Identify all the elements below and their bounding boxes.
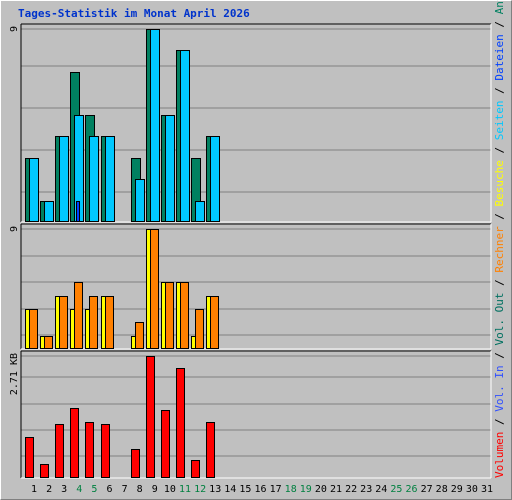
bar-rechner-day-8 [135, 322, 144, 349]
x-tick-label: 14 [224, 484, 236, 495]
legend-item-volumen: Volumen [493, 432, 506, 478]
x-tick-label: 29 [451, 484, 463, 495]
bar-volumen-day-9 [146, 356, 155, 478]
y-max-label-bottom: 2.71 KB [9, 353, 20, 395]
x-tick-label: 31 [481, 484, 493, 495]
bar-rechner-day-5 [89, 296, 98, 349]
bar-rechner-day-13 [210, 296, 219, 349]
bar-volumen-day-6 [101, 424, 110, 478]
bar-dateien-day-10 [165, 115, 175, 222]
x-tick-label: 11 [179, 484, 191, 495]
bar-dateien-day-1 [29, 158, 39, 222]
x-tick-label: 27 [421, 484, 433, 495]
bar-seiten-day-4 [76, 201, 80, 222]
legend-separator: / [493, 412, 506, 432]
x-tick-label: 10 [164, 484, 176, 495]
bar-volumen-day-13 [206, 422, 215, 478]
x-tick-label: 21 [330, 484, 342, 495]
x-tick-label: 30 [466, 484, 478, 495]
x-tick-label: 19 [300, 484, 312, 495]
bar-rechner-day-4 [74, 282, 83, 349]
bar-rechner-day-1 [29, 309, 38, 349]
bar-volumen-day-8 [131, 449, 140, 478]
legend-item-vol-in: Vol. In [493, 365, 506, 411]
bar-volumen-day-11 [176, 368, 185, 478]
x-tick-label: 6 [106, 484, 112, 495]
bar-dateien-day-9 [150, 29, 160, 222]
plot-area-top [21, 24, 491, 222]
x-tick-label: 9 [152, 484, 158, 495]
plot-area-bottom [21, 351, 491, 478]
legend-item-vol-out: Vol. Out [493, 293, 506, 346]
x-tick-label: 13 [209, 484, 221, 495]
x-tick-label: 8 [137, 484, 143, 495]
x-tick-label: 28 [436, 484, 448, 495]
chart-title: Tages-Statistik im Monat April 2026 [18, 7, 250, 20]
x-tick-label: 5 [91, 484, 97, 495]
x-tick-label: 17 [270, 484, 282, 495]
bar-volumen-day-4 [70, 408, 79, 478]
legend-item-besuche: Besuche [493, 160, 506, 206]
bar-dateien-day-8 [135, 179, 145, 222]
x-tick-label: 26 [405, 484, 417, 495]
x-tick-label: 7 [122, 484, 128, 495]
legend-separator: / [493, 140, 506, 160]
bar-dateien-day-12 [195, 201, 205, 222]
bar-volumen-day-3 [55, 424, 64, 478]
bar-dateien-day-2 [44, 201, 54, 222]
x-tick-label: 1 [31, 484, 37, 495]
bar-volumen-day-12 [191, 460, 200, 478]
bar-rechner-day-3 [59, 296, 68, 349]
bar-rechner-day-6 [105, 296, 114, 349]
legend-separator: / [493, 14, 506, 34]
bar-rechner-day-11 [180, 282, 189, 349]
x-tick-label: 2 [46, 484, 52, 495]
x-tick-label: 24 [375, 484, 387, 495]
bar-dateien-day-11 [180, 50, 190, 222]
x-tick-label: 20 [315, 484, 327, 495]
bar-volumen-day-2 [40, 464, 49, 478]
x-tick-label: 23 [360, 484, 372, 495]
bar-volumen-day-5 [85, 422, 94, 478]
legend-item-dateien: Dateien [493, 34, 506, 80]
bar-rechner-day-10 [165, 282, 174, 349]
bar-rechner-day-2 [44, 336, 53, 349]
bar-rechner-day-9 [150, 229, 159, 349]
bar-dateien-day-6 [105, 136, 115, 222]
legend-separator: / [493, 81, 506, 101]
bar-dateien-day-13 [210, 136, 220, 222]
legend-separator: / [493, 206, 506, 226]
y-max-label-top: 9 [9, 26, 20, 32]
x-tick-label: 25 [390, 484, 402, 495]
legend-item-rechner: Rechner [493, 226, 506, 273]
legend: Volumen / Vol. In / Vol. Out / Rechner /… [493, 0, 506, 478]
x-tick-label: 4 [76, 484, 82, 495]
x-tick-label: 12 [194, 484, 206, 495]
bar-volumen-day-10 [161, 410, 170, 478]
bar-dateien-day-3 [59, 136, 69, 222]
x-tick-label: 18 [285, 484, 297, 495]
legend-separator: / [493, 273, 506, 293]
x-tick-label: 15 [239, 484, 251, 495]
legend-item-anfragen: Anfragen [493, 0, 506, 14]
y-max-label-middle: 9 [9, 226, 20, 232]
x-tick-label: 22 [345, 484, 357, 495]
legend-separator: / [493, 346, 506, 366]
bar-volumen-day-1 [25, 437, 34, 478]
plot-area-middle [21, 224, 491, 349]
bar-rechner-day-12 [195, 309, 204, 349]
bar-dateien-day-5 [89, 136, 99, 222]
x-tick-label: 3 [61, 484, 67, 495]
legend-item-seiten: Seiten [493, 100, 506, 140]
x-tick-label: 16 [254, 484, 266, 495]
